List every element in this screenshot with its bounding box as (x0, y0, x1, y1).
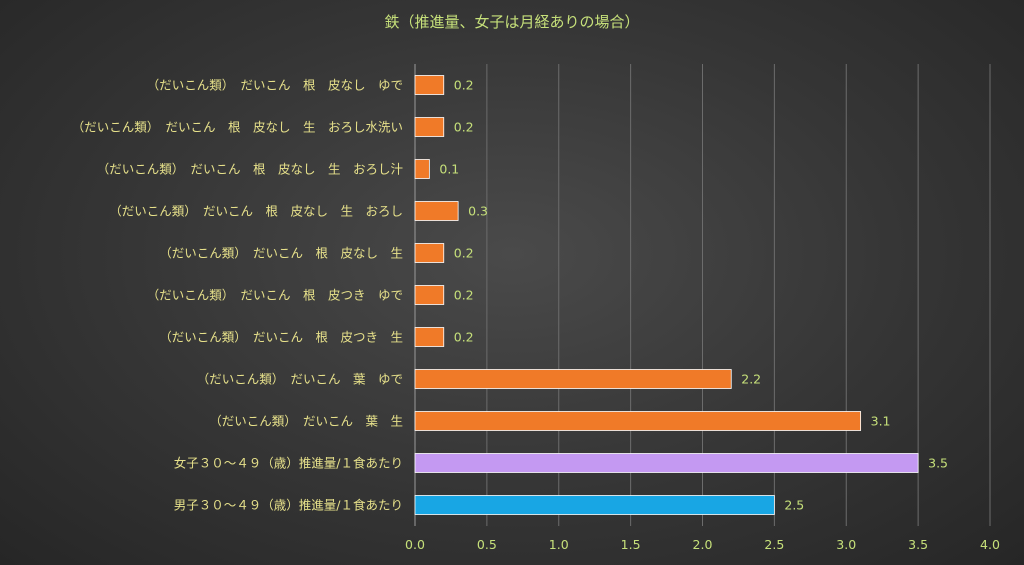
value-label: 0.2 (454, 330, 474, 345)
bar (414, 117, 445, 137)
value-label: 0.2 (454, 120, 474, 135)
x-tick-label: 1.5 (621, 537, 641, 552)
x-tick-label: 3.0 (836, 537, 856, 552)
category-labels: （だいこん類） だいこん 根 皮なし ゆで （だいこん類） だいこん 根 皮なし … (72, 78, 404, 513)
bar (414, 285, 445, 305)
category-label: （だいこん類） だいこん 葉 ゆで (197, 372, 403, 387)
x-tick-label: 4.0 (980, 537, 1000, 552)
bar (414, 243, 445, 263)
x-tick-label: 1.0 (549, 537, 569, 552)
x-axis-ticks: 0.0 0.5 1.0 1.5 2.0 2.5 3.0 3.5 4.0 (405, 537, 1000, 552)
bar (414, 327, 445, 347)
bar (414, 411, 862, 431)
category-label: （だいこん類） だいこん 根 皮つき 生 (159, 330, 403, 345)
value-label: 0.2 (454, 288, 474, 303)
value-label: 0.3 (468, 204, 488, 219)
value-label: 3.1 (871, 414, 891, 429)
value-label: 2.2 (741, 372, 761, 387)
bar (414, 453, 919, 473)
category-label: （だいこん類） だいこん 根 皮なし 生 (159, 246, 403, 261)
x-tick-label: 0.0 (405, 537, 425, 552)
category-label: （だいこん類） だいこん 根 皮なし 生 おろし汁 (97, 162, 404, 177)
value-label: 0.2 (454, 246, 474, 261)
x-tick-label: 2.5 (764, 537, 784, 552)
bar (414, 75, 445, 95)
chart-title: 鉄（推進量、女子は月経ありの場合） (384, 13, 639, 31)
category-label: （だいこん類） だいこん 根 皮なし ゆで (147, 78, 403, 93)
category-label: 女子３０～４９（歳）推進量/１食あたり (174, 456, 403, 471)
value-label: 0.2 (454, 78, 474, 93)
category-label: 男子３０～４９（歳）推進量/１食あたり (174, 498, 403, 513)
bar (414, 159, 430, 179)
category-label: （だいこん類） だいこん 根 皮なし 生 おろし (109, 204, 403, 219)
x-tick-label: 2.0 (693, 537, 713, 552)
bar (414, 369, 732, 389)
x-tick-label: 3.5 (908, 537, 928, 552)
value-label: 2.5 (784, 498, 804, 513)
bar (414, 495, 775, 515)
x-tick-label: 0.5 (477, 537, 497, 552)
category-label: （だいこん類） だいこん 根 皮なし 生 おろし水洗い (72, 120, 403, 135)
value-label: 3.5 (928, 456, 948, 471)
value-labels: 0.2 0.2 0.1 0.3 0.2 0.2 0.2 2.2 3.1 3.5 2.5 (439, 78, 948, 513)
category-label: （だいこん類） だいこん 葉 生 (209, 414, 403, 429)
value-label: 0.1 (439, 162, 459, 177)
category-label: （だいこん類） だいこん 根 皮つき ゆで (147, 288, 403, 303)
bars (414, 75, 919, 515)
bar (414, 201, 459, 221)
